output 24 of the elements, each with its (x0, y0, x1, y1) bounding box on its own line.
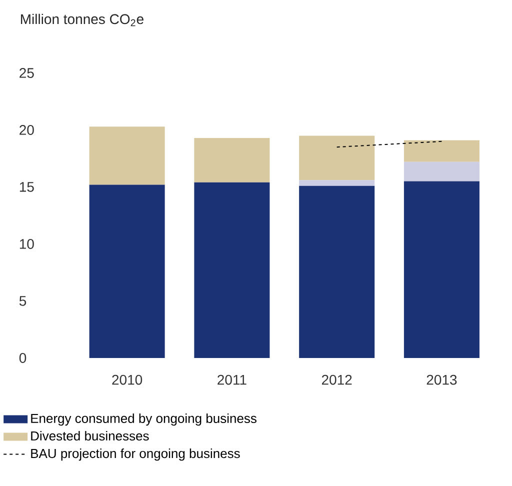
legend-label: Energy consumed by ongoing business (31, 413, 256, 426)
y-tick-label: 15 (20, 182, 34, 192)
bar (299, 186, 375, 358)
y-tick-label: 25 (20, 68, 34, 78)
legend-label: Divested businesses (31, 431, 149, 441)
y-axis-title: Million tonnes CO$_{2}$e (21, 14, 144, 26)
y-tick-label: 10 (20, 239, 34, 249)
bar (299, 180, 375, 186)
x-tick-label: 2012 (322, 374, 352, 385)
x-tick-label: 2011 (218, 374, 246, 385)
y-tick-label: 0 (19, 353, 26, 363)
y-tick-label: 5 (19, 296, 26, 306)
bar (89, 126, 165, 185)
x-tick-label: 2013 (426, 374, 457, 385)
bar (89, 184, 165, 358)
y-tick-label: 20 (20, 125, 34, 135)
bar (194, 138, 270, 182)
bar (194, 182, 270, 358)
bar (299, 136, 375, 180)
bar (404, 181, 480, 358)
bar (404, 140, 480, 162)
x-tick-label: 2010 (112, 374, 142, 385)
bar (404, 162, 480, 182)
legend-label: BAU projection for ongoing business (31, 448, 240, 461)
